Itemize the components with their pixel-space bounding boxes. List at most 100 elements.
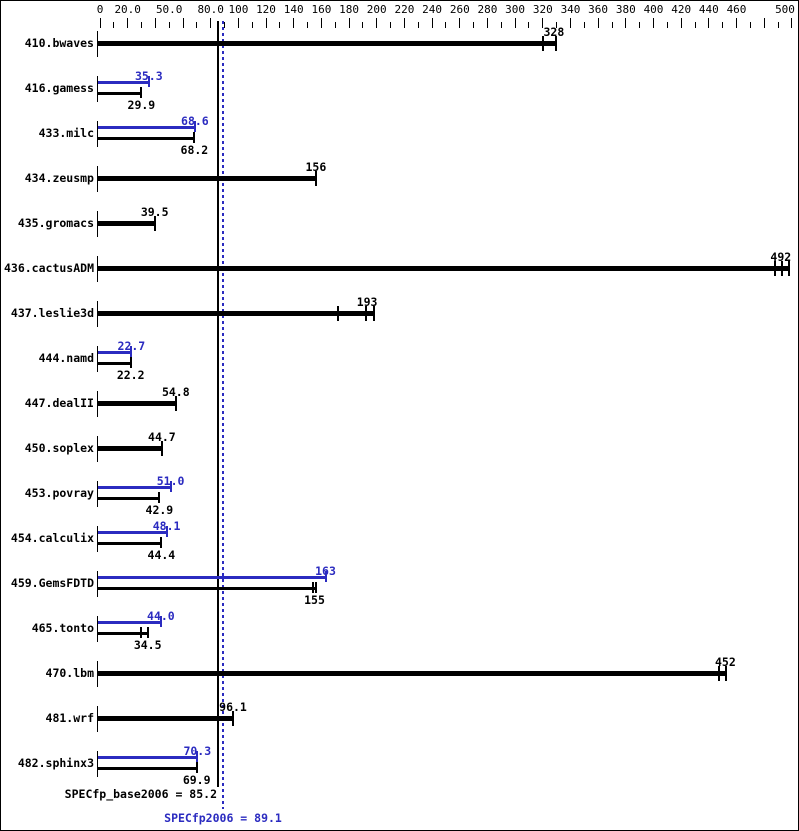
row-axis-bracket bbox=[97, 706, 98, 732]
run-median-tick bbox=[725, 666, 728, 681]
bar-value-label: 42.9 bbox=[145, 503, 174, 517]
run-median-tick bbox=[174, 396, 177, 411]
bar-value-label: 163 bbox=[315, 564, 336, 578]
axis-tick bbox=[722, 22, 724, 28]
bar-value-label: 22.7 bbox=[117, 339, 146, 353]
bar-base bbox=[98, 137, 195, 140]
axis-tick-label: 120 bbox=[256, 3, 276, 16]
bar-single bbox=[98, 266, 790, 271]
axis-tick bbox=[431, 18, 433, 28]
axis-tick-label: 0 bbox=[96, 3, 104, 16]
bar-base bbox=[98, 362, 131, 365]
axis-tick bbox=[265, 18, 267, 28]
run-median-tick bbox=[788, 261, 791, 276]
row-axis-bracket bbox=[97, 31, 98, 57]
run-median-tick bbox=[129, 357, 132, 368]
bar-peak bbox=[98, 81, 149, 84]
axis-tick bbox=[514, 18, 516, 28]
run-median-tick bbox=[311, 582, 314, 593]
row-axis-bracket bbox=[97, 526, 98, 552]
run-median-tick bbox=[232, 711, 234, 726]
bar-value-label: 193 bbox=[356, 295, 378, 309]
axis-tick-label: 360 bbox=[588, 3, 609, 16]
axis-tick bbox=[597, 18, 599, 28]
benchmark-label: 435.gromacs bbox=[17, 216, 94, 230]
axis-tick bbox=[390, 22, 392, 28]
axis-tick bbox=[196, 22, 198, 28]
axis-tick-label: 140 bbox=[283, 3, 304, 16]
axis-tick bbox=[556, 22, 558, 28]
benchmark-label: 447.dealII bbox=[24, 396, 94, 410]
bar-value-label: 328 bbox=[543, 25, 565, 39]
benchmark-label: 482.sphinx3 bbox=[17, 756, 94, 770]
axis-tick bbox=[362, 22, 364, 28]
axis-tick bbox=[293, 18, 295, 28]
benchmark-label: 433.milc bbox=[38, 126, 94, 140]
benchmark-label: 410.bwaves bbox=[24, 36, 94, 50]
bar-value-label: 155 bbox=[304, 593, 325, 607]
bar-base bbox=[98, 632, 148, 635]
axis-tick bbox=[694, 22, 696, 28]
axis-tick bbox=[210, 18, 212, 28]
row-axis-bracket bbox=[97, 256, 98, 282]
bar-value-label: 54.8 bbox=[161, 385, 190, 399]
axis-tick bbox=[168, 22, 170, 28]
specfp2006-result-label: SPECfp2006 = 89.1 bbox=[164, 811, 282, 825]
run-median-tick bbox=[160, 441, 163, 456]
row-axis-bracket bbox=[97, 346, 98, 372]
bar-value-label: 22.2 bbox=[116, 368, 145, 382]
row-axis-bracket bbox=[97, 76, 98, 102]
benchmark-label: 465.tonto bbox=[31, 621, 94, 635]
bar-peak bbox=[98, 351, 132, 354]
bar-peak bbox=[98, 531, 167, 534]
specfp-base2006-result-label: SPECfp_base2006 = 85.2 bbox=[64, 787, 217, 801]
axis-tick bbox=[570, 18, 571, 28]
axis-tick-label: 160 bbox=[311, 3, 332, 16]
run-median-tick bbox=[195, 762, 198, 773]
row-axis-bracket bbox=[97, 661, 98, 687]
run-median-tick bbox=[165, 526, 168, 537]
axis-tick bbox=[348, 18, 350, 28]
benchmark-label: 416.gamess bbox=[24, 81, 94, 95]
row-axis-bracket bbox=[97, 616, 98, 642]
axis-tick bbox=[791, 18, 793, 28]
run-median-tick bbox=[541, 36, 544, 51]
bar-base bbox=[98, 497, 160, 500]
axis-tick bbox=[639, 22, 641, 28]
axis-tick-label: 220 bbox=[394, 3, 415, 16]
axis-tick-label: 80.0 bbox=[197, 3, 224, 16]
run-median-tick bbox=[554, 36, 557, 51]
axis-tick-label: 500 bbox=[775, 3, 795, 16]
run-median-tick bbox=[324, 571, 327, 582]
benchmark-label: 444.namd bbox=[38, 351, 94, 365]
axis-tick-label: 320 bbox=[532, 3, 553, 16]
run-median-tick bbox=[193, 132, 196, 143]
axis-tick bbox=[376, 18, 378, 28]
bar-peak bbox=[98, 756, 198, 759]
benchmark-label: 470.lbm bbox=[45, 666, 94, 680]
axis-tick bbox=[473, 22, 475, 28]
axis-tick bbox=[224, 22, 225, 28]
bar-single bbox=[98, 671, 727, 676]
bar-single bbox=[98, 41, 556, 46]
bar-value-label: 68.6 bbox=[181, 114, 209, 128]
run-median-tick bbox=[159, 616, 162, 627]
bar-peak bbox=[98, 576, 326, 579]
axis-tick bbox=[542, 18, 544, 28]
run-median-tick bbox=[314, 171, 317, 186]
axis-tick bbox=[611, 22, 613, 28]
bar-value-label: 452 bbox=[715, 655, 736, 669]
bar-value-label: 34.5 bbox=[133, 638, 162, 652]
axis-tick-label: 200 bbox=[366, 3, 387, 16]
axis-tick bbox=[680, 18, 682, 28]
row-axis-bracket bbox=[97, 391, 98, 417]
bar-peak bbox=[98, 486, 171, 489]
run-median-tick bbox=[160, 537, 163, 548]
run-median-tick bbox=[158, 492, 161, 503]
axis-tick-label: 380 bbox=[615, 3, 636, 16]
base-mean-refline bbox=[216, 21, 219, 787]
bar-value-label: 492 bbox=[770, 250, 792, 264]
axis-tick-label: 260 bbox=[449, 3, 470, 16]
axis-tick bbox=[279, 22, 281, 28]
